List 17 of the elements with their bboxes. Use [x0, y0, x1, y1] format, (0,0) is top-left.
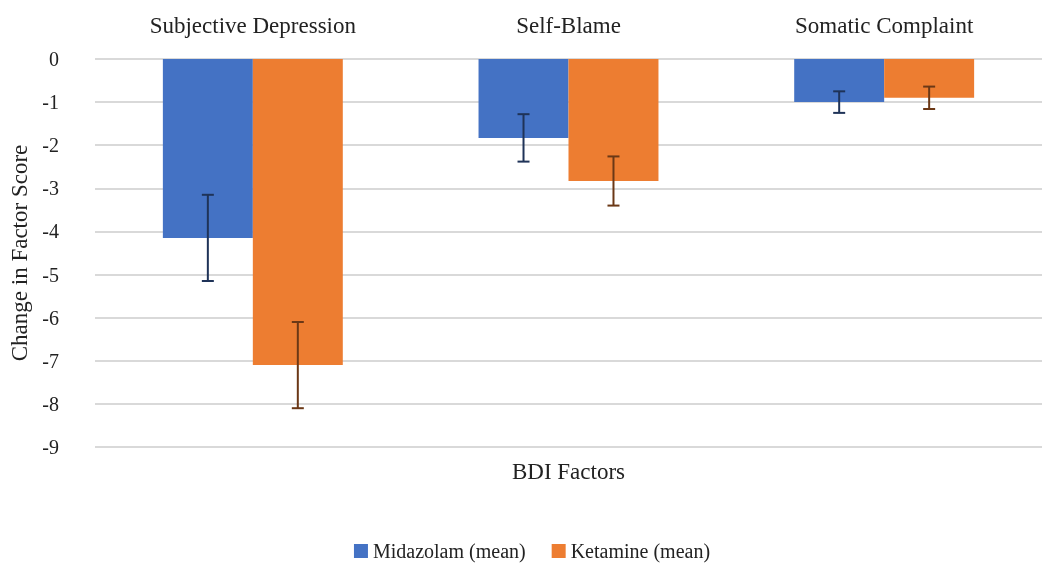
y-tick-label: -9: [42, 436, 59, 458]
y-tick-label: 0: [49, 48, 59, 70]
legend-label: Midazolam (mean): [372, 540, 526, 563]
legend-label: Ketamine (mean): [570, 540, 711, 563]
y-tick-label: -4: [42, 220, 59, 243]
y-tick-label: -8: [42, 392, 59, 415]
y-axis-title: Change in Factor Score: [7, 144, 32, 362]
y-tick-label: -3: [42, 177, 59, 200]
y-tick-label: -5: [42, 263, 59, 286]
y-tick-label: -6: [42, 306, 59, 329]
x-axis-title: BDI Factors: [511, 458, 626, 484]
x-tick-label: Somatic Complaint: [795, 13, 974, 38]
y-tick-label: -2: [42, 134, 59, 157]
y-tick-label: -1: [42, 91, 59, 114]
x-tick-label: Subjective Depression: [149, 13, 357, 38]
y-tick-label: -7: [42, 349, 59, 372]
x-tick-label: Self-Blame: [516, 13, 621, 38]
